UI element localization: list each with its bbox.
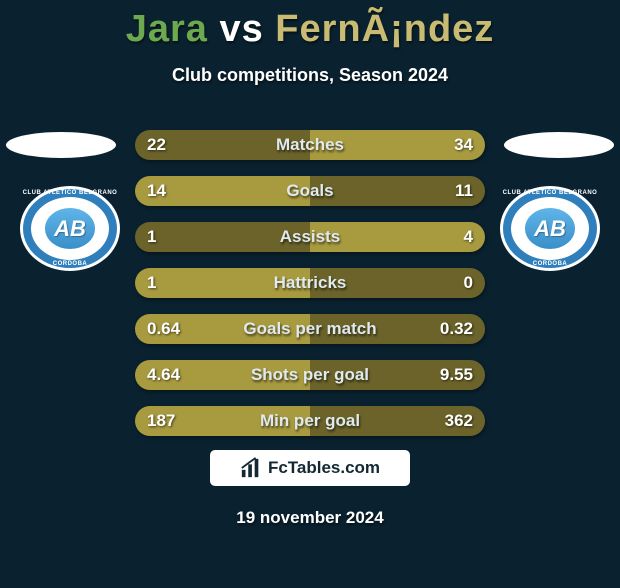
comparison-title: Jara vs FernÃ¡ndez bbox=[0, 8, 620, 51]
stat-value-right: 0.32 bbox=[440, 319, 473, 339]
stat-value-left: 4.64 bbox=[147, 365, 180, 385]
stat-label: Shots per goal bbox=[135, 365, 485, 385]
stat-rows: 22Matches3414Goals111Assists41Hattricks0… bbox=[135, 130, 485, 452]
player2-country-flag bbox=[504, 132, 614, 158]
stat-label: Goals per match bbox=[135, 319, 485, 339]
date-label: 19 november 2024 bbox=[0, 508, 620, 528]
stat-value-left: 14 bbox=[147, 181, 166, 201]
vs-label: vs bbox=[219, 8, 263, 50]
stat-value-left: 1 bbox=[147, 227, 156, 247]
player2-club-badge: CLUB ATLETICO BELGRANO AB CORDOBA bbox=[500, 186, 600, 271]
stat-value-right: 9.55 bbox=[440, 365, 473, 385]
stat-value-right: 34 bbox=[454, 135, 473, 155]
club-badge-text-top: CLUB ATLETICO BELGRANO bbox=[503, 190, 598, 196]
stat-value-right: 4 bbox=[464, 227, 473, 247]
club-badge-core: AB bbox=[42, 205, 98, 252]
club-badge-text-bottom: CORDOBA bbox=[53, 261, 88, 267]
stat-value-left: 0.64 bbox=[147, 319, 180, 339]
stat-value-right: 362 bbox=[445, 411, 473, 431]
stat-row: 1Assists4 bbox=[135, 222, 485, 252]
stat-row: 14Goals11 bbox=[135, 176, 485, 206]
player1-club-badge: CLUB ATLETICO BELGRANO AB CORDOBA bbox=[20, 186, 120, 271]
club-badge-text-bottom: CORDOBA bbox=[533, 261, 568, 267]
stat-label: Goals bbox=[135, 181, 485, 201]
stat-value-right: 11 bbox=[455, 181, 473, 201]
stat-label: Hattricks bbox=[135, 273, 485, 293]
subtitle: Club competitions, Season 2024 bbox=[0, 65, 620, 86]
stat-row: 4.64Shots per goal9.55 bbox=[135, 360, 485, 390]
stat-row: 22Matches34 bbox=[135, 130, 485, 160]
stat-value-left: 1 bbox=[147, 273, 156, 293]
club-badge-text-top: CLUB ATLETICO BELGRANO bbox=[23, 190, 118, 196]
stat-value-left: 187 bbox=[147, 411, 175, 431]
player1-country-flag bbox=[6, 132, 116, 158]
club-badge-core: AB bbox=[522, 205, 578, 252]
stat-row: 0.64Goals per match0.32 bbox=[135, 314, 485, 344]
fctables-brand: FcTables.com bbox=[210, 450, 410, 486]
stat-row: 187Min per goal362 bbox=[135, 406, 485, 436]
chart-icon bbox=[240, 457, 262, 479]
stat-label: Assists bbox=[135, 227, 485, 247]
fctables-label: FcTables.com bbox=[268, 458, 380, 478]
stat-label: Min per goal bbox=[135, 411, 485, 431]
stat-row: 1Hattricks0 bbox=[135, 268, 485, 298]
stat-label: Matches bbox=[135, 135, 485, 155]
stat-value-right: 0 bbox=[464, 273, 473, 293]
player1-name: Jara bbox=[126, 8, 208, 50]
player2-name: FernÃ¡ndez bbox=[275, 8, 494, 50]
stat-value-left: 22 bbox=[147, 135, 166, 155]
